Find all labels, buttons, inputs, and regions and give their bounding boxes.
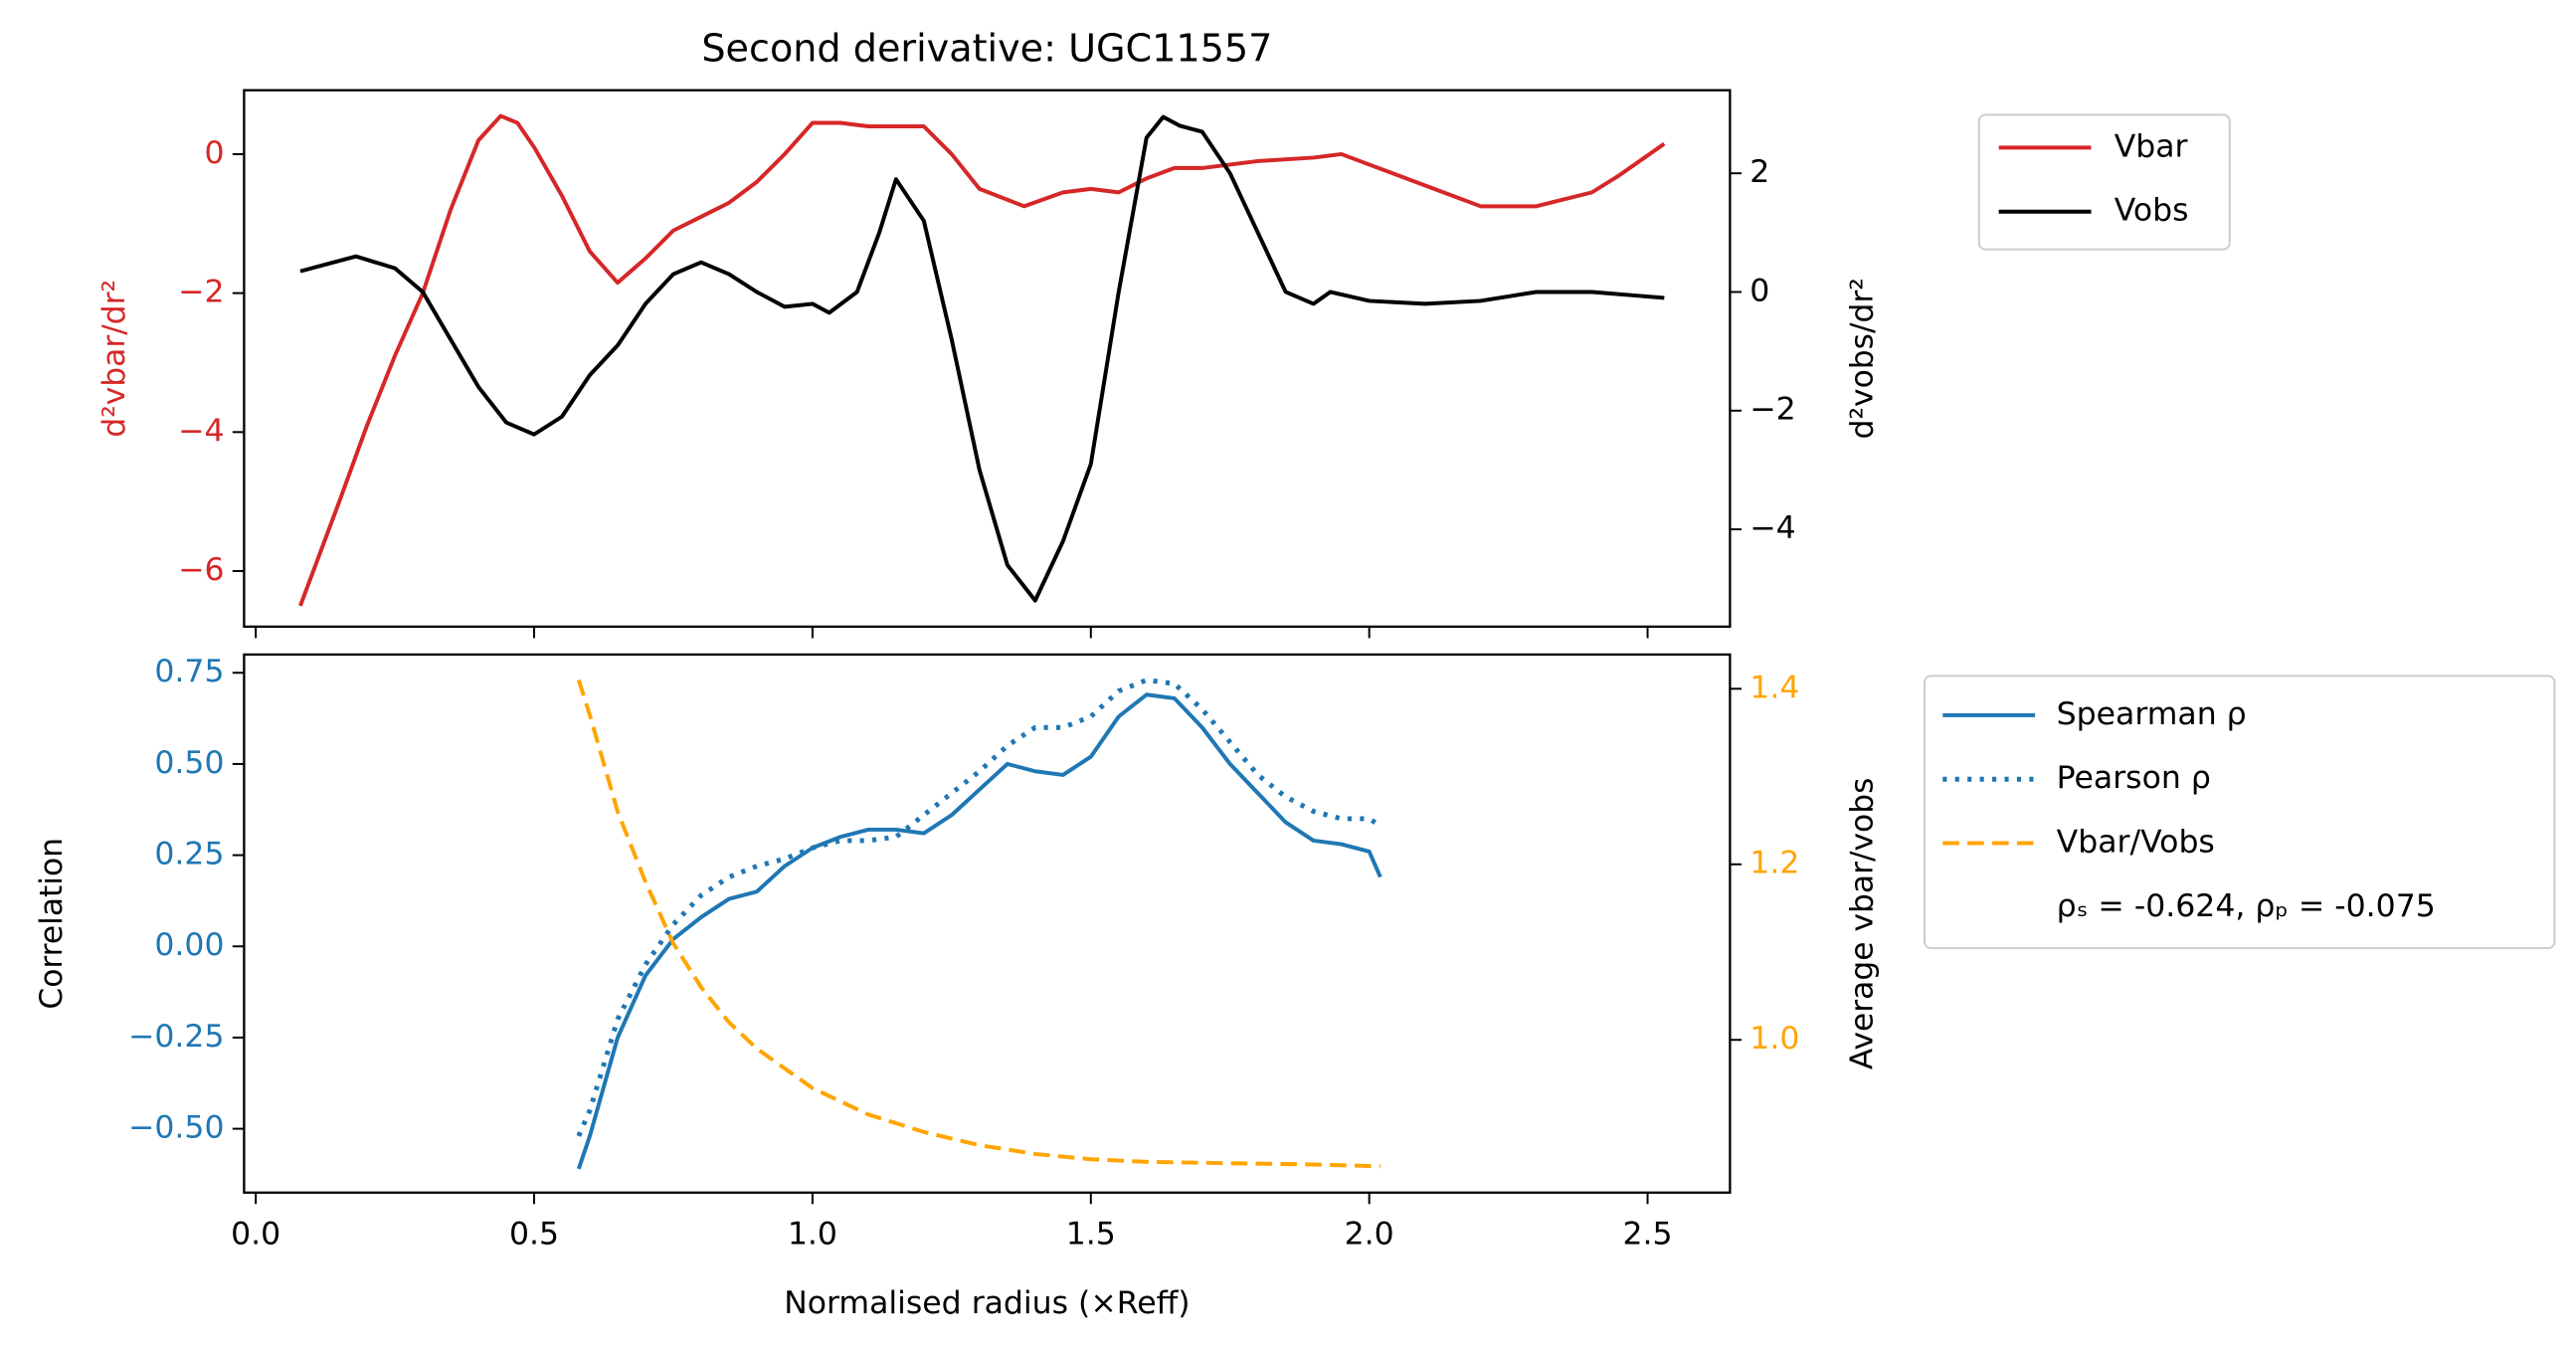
- y-tick-label: 0: [204, 135, 224, 171]
- y-tick-label: 1.4: [1749, 670, 1799, 705]
- chart-title: Second derivative: UGC11557: [701, 27, 1272, 71]
- y-tick-label: 0.25: [154, 837, 224, 872]
- y-tick-label: 1.0: [1749, 1021, 1799, 1057]
- x-tick-label: 0.5: [509, 1217, 559, 1253]
- x-axis-label: Normalised radius (×Reff): [784, 1285, 1190, 1321]
- x-tick-label: 1.5: [1066, 1217, 1116, 1253]
- legend-label: Pearson ρ: [2057, 760, 2211, 796]
- y-tick-label: −0.25: [128, 1019, 225, 1055]
- x-tick-label: 1.0: [788, 1217, 837, 1253]
- y-tick-label: −0.50: [128, 1110, 225, 1146]
- legend-label: Vbar/Vobs: [2057, 825, 2215, 861]
- y-tick-label: 1.2: [1749, 846, 1799, 881]
- series-line: [576, 678, 1382, 1137]
- legend-box: [1924, 675, 2556, 950]
- x-tick-label: 2.5: [1622, 1217, 1672, 1253]
- legend-label: Spearman ρ: [2057, 696, 2247, 732]
- y-tick-label: −4: [1749, 510, 1795, 546]
- y-axis-label: d²vbar/dr²: [96, 280, 132, 438]
- y-tick-label: −2: [1749, 392, 1795, 428]
- series-line: [298, 113, 1666, 607]
- series-line: [299, 114, 1665, 603]
- y-tick-label: 0.50: [154, 745, 224, 781]
- y-tick-label: −2: [178, 275, 224, 310]
- legend-note: ρₛ = -0.624, ρₚ = -0.075: [2057, 888, 2436, 924]
- y-axis-label: Correlation: [34, 838, 70, 1010]
- x-tick-label: 2.0: [1345, 1217, 1394, 1253]
- axes-frame: [243, 653, 1732, 1194]
- y-tick-label: 0.00: [154, 927, 224, 963]
- legend-label: Vobs: [2115, 193, 2189, 229]
- series-line: [576, 678, 1380, 1169]
- y2-axis-label: d²vobs/dr²: [1845, 278, 1881, 439]
- y-tick-label: 0.75: [154, 654, 224, 689]
- y-tick-label: 2: [1749, 154, 1769, 190]
- y-tick-label: 0: [1749, 274, 1769, 309]
- axes-frame: [243, 89, 1732, 629]
- x-tick-label: 0.0: [231, 1217, 280, 1253]
- y2-axis-label: Average vbar/vobs: [1845, 778, 1881, 1069]
- legend-box: [1977, 113, 2231, 251]
- legend-label: Vbar: [2115, 128, 2188, 164]
- series-line: [576, 692, 1382, 1170]
- y-tick-label: −6: [178, 552, 224, 588]
- y-tick-label: −4: [178, 413, 224, 449]
